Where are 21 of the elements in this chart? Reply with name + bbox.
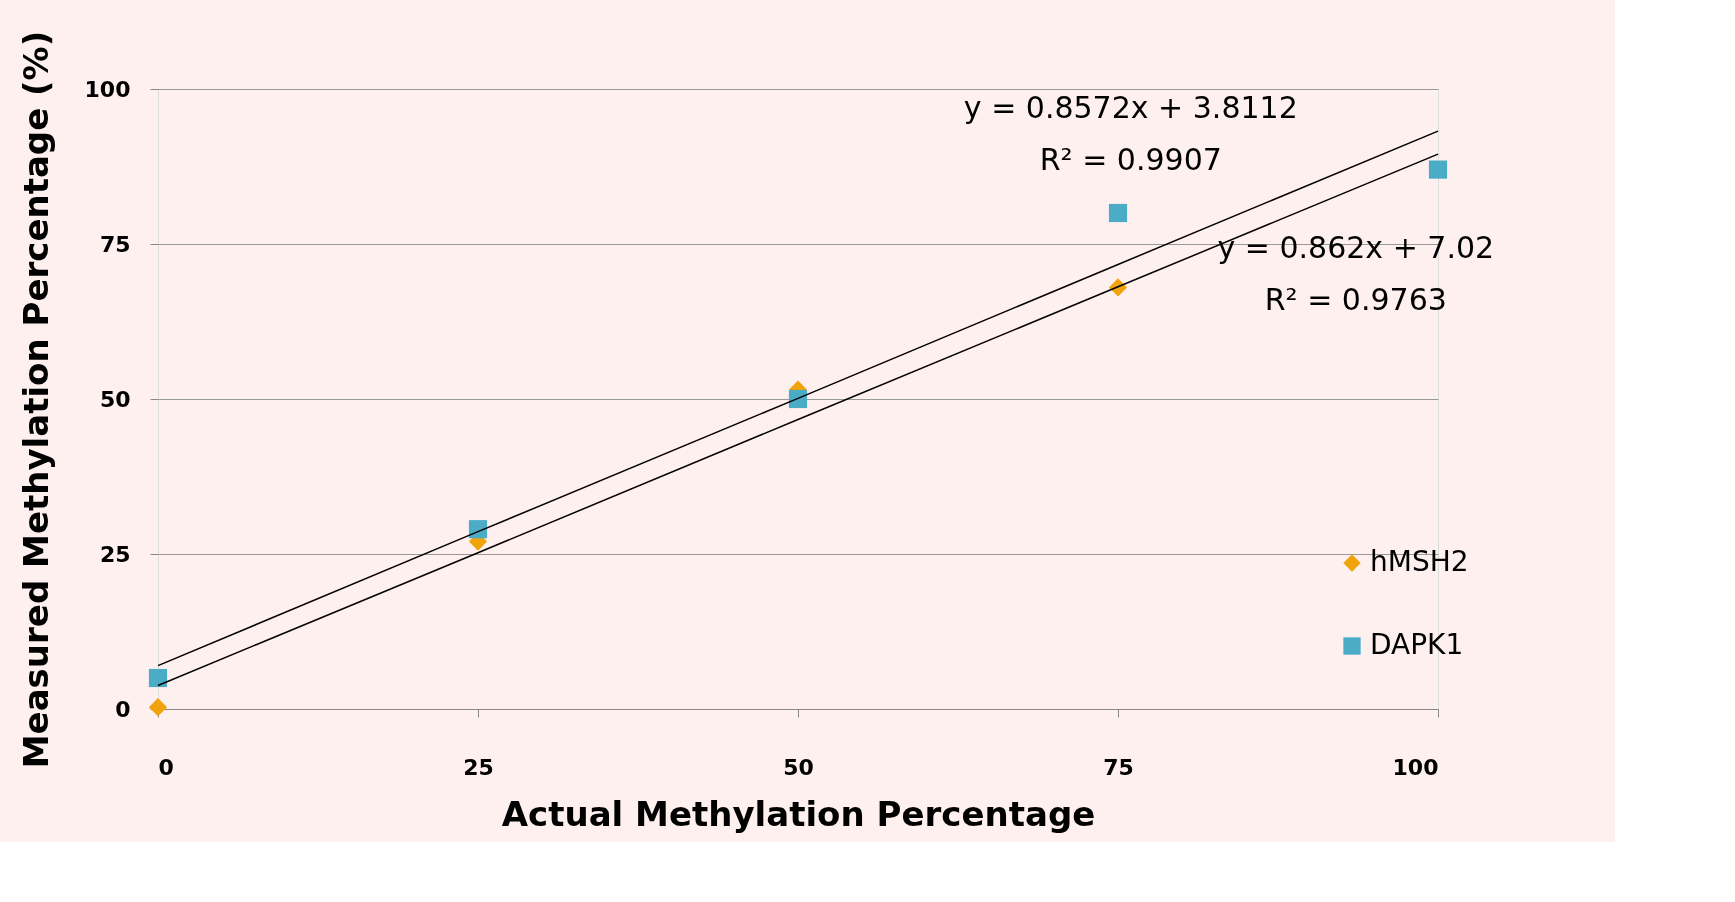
x-tick-label: 75 bbox=[1103, 754, 1134, 780]
point bbox=[148, 668, 168, 688]
y-tick-label: 50 bbox=[99, 386, 131, 412]
x-tick-label: 100 bbox=[1392, 754, 1439, 780]
x-tick-label: 25 bbox=[463, 754, 494, 780]
x-tick-label: 50 bbox=[783, 754, 814, 780]
y-tick-label: 0 bbox=[115, 696, 131, 722]
point bbox=[1108, 203, 1128, 223]
annotation: R² = 0.9763 bbox=[1264, 282, 1447, 317]
legend-label: hMSH2 bbox=[1370, 545, 1469, 578]
x-axis-title: Actual Methylation Percentage bbox=[501, 793, 1096, 834]
annotation: R² = 0.9907 bbox=[1039, 142, 1222, 177]
y-axis-title: Measured Methylation Percentage (%) bbox=[15, 30, 56, 769]
point bbox=[148, 698, 168, 717]
annotation: y = 0.8572x + 3.8112 bbox=[963, 90, 1298, 125]
y-tick-label: 25 bbox=[99, 541, 131, 567]
y-tick-label: 75 bbox=[99, 231, 131, 257]
point bbox=[1428, 160, 1448, 179]
y-tick-label: 100 bbox=[84, 76, 131, 102]
legend-label: DAPK1 bbox=[1370, 628, 1464, 661]
x-tick-label: 0 bbox=[158, 754, 174, 780]
